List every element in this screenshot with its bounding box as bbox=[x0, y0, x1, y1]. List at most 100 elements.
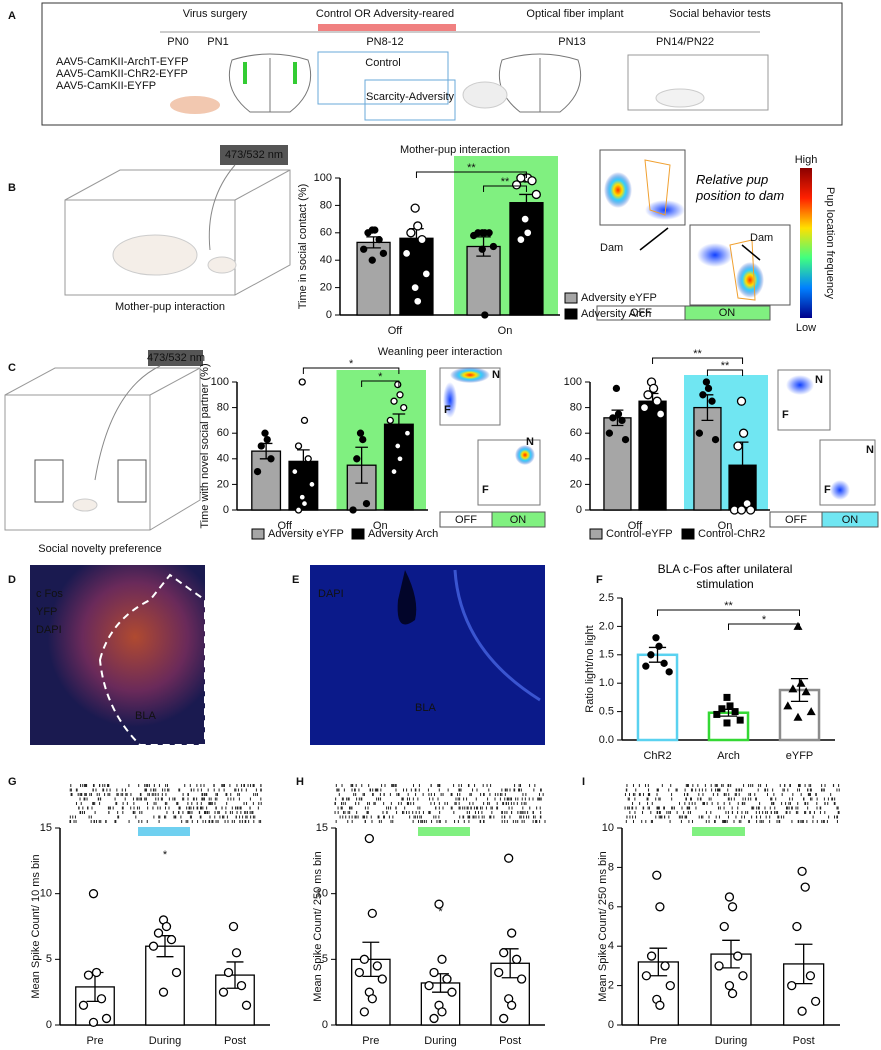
data-point bbox=[711, 435, 720, 444]
heat-blob bbox=[604, 172, 632, 208]
data-point bbox=[511, 180, 522, 190]
data-point bbox=[236, 980, 247, 991]
data-point bbox=[713, 710, 721, 718]
legend-label: Adversity Arch bbox=[581, 308, 651, 320]
on-box bbox=[684, 305, 771, 321]
stain-label: DAPI bbox=[36, 624, 62, 636]
stage: Virus surgery bbox=[183, 8, 248, 20]
x-tick-label: Off bbox=[388, 325, 403, 337]
y-tick-label: 80 bbox=[570, 402, 582, 414]
significance-bracket bbox=[728, 623, 800, 630]
data-point bbox=[413, 221, 423, 231]
data-point bbox=[499, 948, 509, 958]
data-point bbox=[647, 651, 655, 659]
x-tick-label: On bbox=[373, 520, 388, 532]
data-point bbox=[294, 506, 303, 514]
y-tick-label: 60 bbox=[217, 427, 229, 439]
virus: AAV5-CamKII-EYFP bbox=[56, 80, 156, 92]
data-point bbox=[78, 1000, 89, 1010]
chart-title: Mother-pup interaction bbox=[400, 144, 510, 156]
data-point bbox=[291, 467, 299, 476]
y-axis-label: Time in social contact (%) bbox=[297, 184, 309, 310]
bla-outline bbox=[98, 573, 206, 746]
cups bbox=[34, 459, 147, 503]
significance-bracket bbox=[657, 609, 800, 616]
timepoint: PN8-12 bbox=[366, 36, 403, 48]
data-point bbox=[736, 396, 747, 406]
data-point bbox=[396, 391, 404, 399]
y-tick-label: 0 bbox=[223, 504, 229, 516]
y-tick-label: 0 bbox=[326, 309, 332, 321]
x-tick-label: Arch bbox=[717, 750, 740, 762]
data-point bbox=[723, 719, 731, 727]
data-point bbox=[359, 1007, 370, 1017]
zone-label: F bbox=[444, 404, 451, 416]
micrograph-e bbox=[310, 565, 545, 745]
bar bbox=[693, 406, 722, 511]
y-axis-label: Mean Spike Count/ 250 ms bin bbox=[312, 851, 324, 1001]
data-point bbox=[793, 621, 803, 630]
significance-label: ** bbox=[467, 162, 476, 174]
arena bbox=[4, 367, 201, 531]
legend-swatch bbox=[681, 528, 695, 540]
y-tick-label: 2.5 bbox=[599, 592, 614, 604]
data-point bbox=[797, 866, 807, 876]
colorbar-low: Low bbox=[796, 322, 816, 334]
data-point bbox=[516, 974, 527, 984]
heat-blob bbox=[697, 243, 733, 267]
data-point bbox=[356, 429, 365, 437]
data-point bbox=[641, 971, 652, 981]
arrow bbox=[639, 227, 669, 251]
data-point bbox=[614, 410, 623, 418]
dam bbox=[112, 234, 198, 276]
data-point bbox=[304, 455, 312, 463]
data-point bbox=[695, 429, 704, 437]
y-tick-label: 10 bbox=[602, 822, 614, 834]
data-point bbox=[714, 961, 724, 971]
heat-blob bbox=[443, 382, 457, 418]
data-point bbox=[400, 403, 408, 412]
data-point bbox=[527, 176, 537, 186]
condition: OFF bbox=[630, 307, 652, 319]
y-tick-label: 5 bbox=[322, 953, 328, 965]
timepoint: PN0 bbox=[167, 36, 188, 48]
data-point bbox=[660, 961, 670, 971]
data-point bbox=[367, 994, 377, 1004]
significance-bracket bbox=[706, 369, 744, 376]
data-point bbox=[723, 693, 731, 701]
significance-label: ** bbox=[693, 348, 702, 360]
data-point bbox=[257, 442, 265, 450]
data-point bbox=[531, 189, 541, 200]
y-tick-label: 2.0 bbox=[599, 620, 614, 632]
legend-label: Adversity eYFP bbox=[268, 528, 344, 540]
data-point bbox=[442, 974, 452, 984]
heatmap-on bbox=[689, 224, 791, 306]
data-point bbox=[504, 853, 514, 863]
data-point bbox=[736, 716, 744, 724]
x-tick-label: Post bbox=[793, 1035, 815, 1047]
data-point bbox=[406, 228, 416, 238]
significance-label: * bbox=[378, 371, 383, 383]
y-tick-label: 100 bbox=[211, 376, 229, 388]
data-point bbox=[390, 397, 398, 405]
data-point bbox=[294, 442, 303, 450]
data-point bbox=[158, 987, 169, 997]
heat-blob bbox=[736, 262, 764, 298]
data-point bbox=[410, 282, 420, 293]
y-axis-label: Ratio light/no light bbox=[584, 625, 596, 712]
error-bar bbox=[355, 446, 368, 484]
panel-a-frame bbox=[41, 2, 843, 126]
bar bbox=[466, 245, 501, 316]
fiber bbox=[293, 62, 297, 84]
data-point bbox=[727, 988, 738, 999]
data-point bbox=[372, 961, 382, 971]
chart-title: Weanling peer interaction bbox=[378, 346, 503, 358]
legend-swatch bbox=[351, 528, 365, 540]
data-point bbox=[429, 1013, 439, 1024]
panel-letter: C bbox=[8, 362, 16, 374]
x-tick-label: Post bbox=[499, 1035, 521, 1047]
data-point bbox=[618, 416, 626, 425]
data-point bbox=[810, 996, 821, 1007]
y-tick-label: 80 bbox=[320, 199, 332, 211]
data-point bbox=[605, 429, 614, 437]
